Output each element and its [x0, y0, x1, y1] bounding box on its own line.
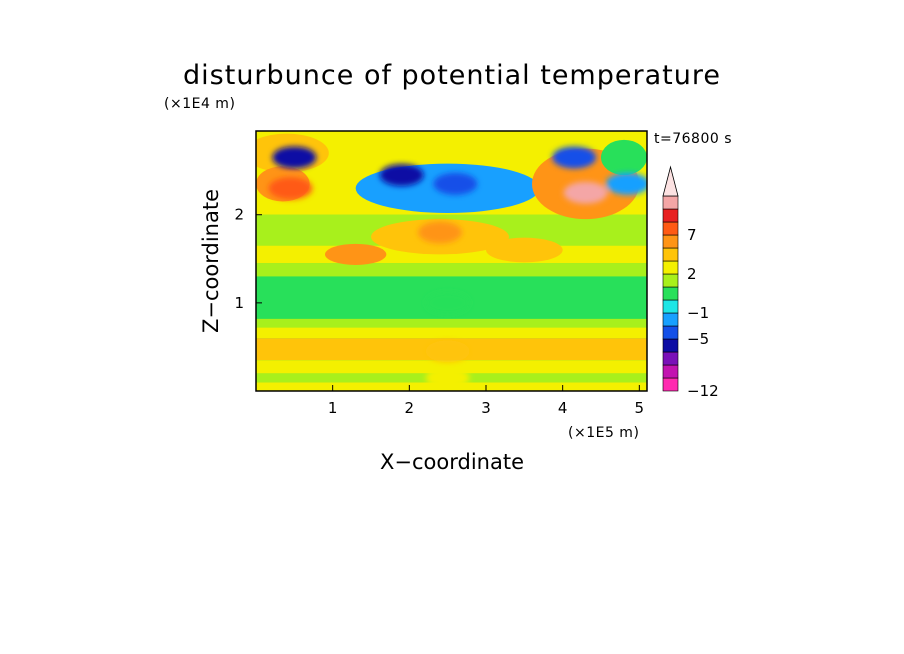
x-unit-label: (×1E5 m) [568, 425, 639, 441]
colorbar-swatch [662, 312, 679, 327]
colorbar-label: −12 [687, 382, 719, 400]
colorbar-swatch [662, 351, 679, 366]
colorbar-swatch [662, 364, 679, 379]
contour-band [256, 327, 647, 339]
colorbar-swatch [662, 299, 679, 314]
y-tick-label: 2 [234, 206, 244, 224]
wave-patch [325, 243, 387, 265]
time-label: t=76800 s [654, 131, 732, 147]
x-axis-title: X−coordinate [380, 450, 524, 474]
colorbar-swatch [662, 195, 679, 210]
colorbar-label: 7 [687, 226, 697, 244]
x-tick-label: 5 [635, 399, 645, 417]
contour-extremum [379, 164, 424, 187]
colorbar: 7 2 −1 −5 −12 [662, 165, 719, 400]
colorbar-label: −5 [687, 330, 709, 348]
contour-extremum [418, 221, 462, 244]
x-axis: 1 2 3 4 5 [328, 385, 644, 417]
colorbar-label: −1 [687, 304, 709, 322]
x-tick-label: 2 [405, 399, 415, 417]
wave-patch [485, 237, 563, 263]
colorbar-swatch [662, 208, 679, 223]
y-axis-title: Z−coordinate [199, 189, 223, 333]
chart-title: disturbunce of potential temperature [183, 60, 721, 91]
plot-frame [255, 130, 648, 392]
x-tick-label: 4 [558, 399, 568, 417]
colorbar-swatch [662, 221, 679, 236]
y-unit-label: (×1E4 m) [164, 96, 235, 112]
contour-band [256, 318, 647, 328]
colorbar-extend-arrow [662, 165, 679, 197]
x-tick-label: 1 [328, 399, 338, 417]
y-axis: 12 [234, 206, 262, 312]
colorbar-swatch [662, 338, 679, 353]
contour-extremum [268, 177, 313, 200]
colorbar-swatch [662, 286, 679, 301]
contour-extremum [272, 146, 317, 169]
y-tick-label: 1 [234, 294, 244, 312]
wave-patch [601, 139, 647, 176]
colorbar-swatch [662, 325, 679, 340]
contour-features [268, 146, 647, 389]
contour-extremum [605, 172, 647, 195]
contour-band [256, 360, 647, 374]
contour-band [256, 263, 647, 277]
colorbar-swatch [662, 247, 679, 262]
x-tick-label: 3 [481, 399, 491, 417]
contour-extremum [425, 366, 470, 389]
colorbar-swatch [662, 273, 679, 288]
contour-extremum [433, 172, 478, 195]
contour-extremum [552, 146, 597, 169]
colorbar-swatch [662, 260, 679, 275]
colorbar-swatch [662, 234, 679, 249]
colorbar-label: 2 [687, 265, 697, 283]
contour-extremum [425, 291, 470, 314]
contour-field [256, 131, 647, 391]
contour-extremum [425, 340, 470, 363]
contour-extremum [563, 181, 608, 204]
colorbar-swatch [662, 377, 679, 392]
